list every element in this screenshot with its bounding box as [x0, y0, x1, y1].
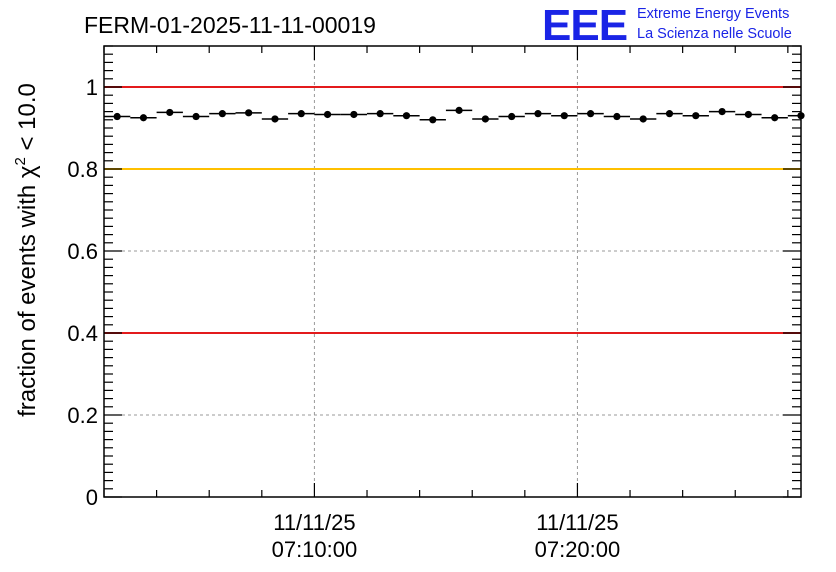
- y-axis-label-symbol: χ: [14, 165, 41, 178]
- logo-mark: EEE: [542, 1, 627, 50]
- x-tick-label-date: 11/11/25: [536, 510, 618, 535]
- data-point: [402, 112, 411, 120]
- data-point: [113, 112, 121, 121]
- x-tick-label-date: 11/11/25: [273, 510, 355, 535]
- data-point: [297, 110, 305, 118]
- chart-title: FERM-01-2025-11-11-00019: [84, 12, 376, 38]
- data-point: [560, 112, 568, 120]
- data-point: [508, 112, 516, 121]
- y-tick-label: 0.8: [67, 157, 98, 182]
- data-point: [665, 110, 674, 118]
- x-tick-label-time: 07:10:00: [272, 537, 358, 562]
- data-point: [797, 112, 805, 120]
- data-point: [323, 110, 332, 119]
- data-point: [481, 115, 489, 123]
- data-point: [639, 115, 647, 123]
- data-point: [744, 110, 752, 119]
- data-point: [586, 110, 595, 118]
- y-tick-label: 0.2: [67, 403, 98, 428]
- data-point: [376, 110, 384, 118]
- plot-frame: [103, 45, 802, 498]
- data-point: [139, 114, 148, 122]
- data-point: [429, 116, 437, 124]
- y-axis-label-suffix: < 10.0: [14, 83, 41, 157]
- eee-logo: EEE Extreme Energy Events La Scienza nel…: [542, 1, 792, 50]
- y-tick-labels: 0 0.2 0.4 0.6 0.8 1: [67, 75, 98, 510]
- reference-lines: [104, 86, 801, 334]
- logo-line-1: Extreme Energy Events: [637, 6, 789, 22]
- data-point: [218, 110, 226, 118]
- data-point: [692, 112, 700, 120]
- y-tick-label: 0: [86, 485, 98, 510]
- data-point: [271, 115, 279, 123]
- data-point: [455, 106, 463, 114]
- y-axis-label-exponent: 2: [12, 157, 29, 165]
- data-point: [613, 112, 621, 121]
- data-points: [104, 106, 805, 124]
- data-point: [350, 110, 358, 119]
- y-tick-label: 0.4: [67, 321, 98, 346]
- data-point: [771, 114, 779, 122]
- data-point: [166, 108, 174, 117]
- data-point: [534, 110, 542, 118]
- logo-line-2: La Scienza nelle Scuole: [637, 26, 792, 42]
- y-axis-label-prefix: fraction of events with: [14, 178, 41, 417]
- axes: [103, 45, 802, 498]
- x-tick-label-time: 07:20:00: [535, 537, 621, 562]
- y-axis-label: fraction of events with χ2 < 10.0: [12, 83, 41, 417]
- y-tick-label: 1: [86, 75, 98, 100]
- data-point: [245, 109, 253, 117]
- data-point: [192, 112, 200, 121]
- y-tick-label: 0.6: [67, 239, 98, 264]
- data-point: [718, 108, 726, 116]
